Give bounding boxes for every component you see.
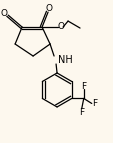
Text: F: F (91, 99, 97, 108)
Text: O: O (57, 22, 64, 31)
Text: F: F (79, 108, 84, 117)
Text: O: O (1, 9, 8, 18)
Text: F: F (80, 82, 86, 91)
Text: NH: NH (58, 55, 72, 65)
Text: O: O (45, 4, 52, 13)
